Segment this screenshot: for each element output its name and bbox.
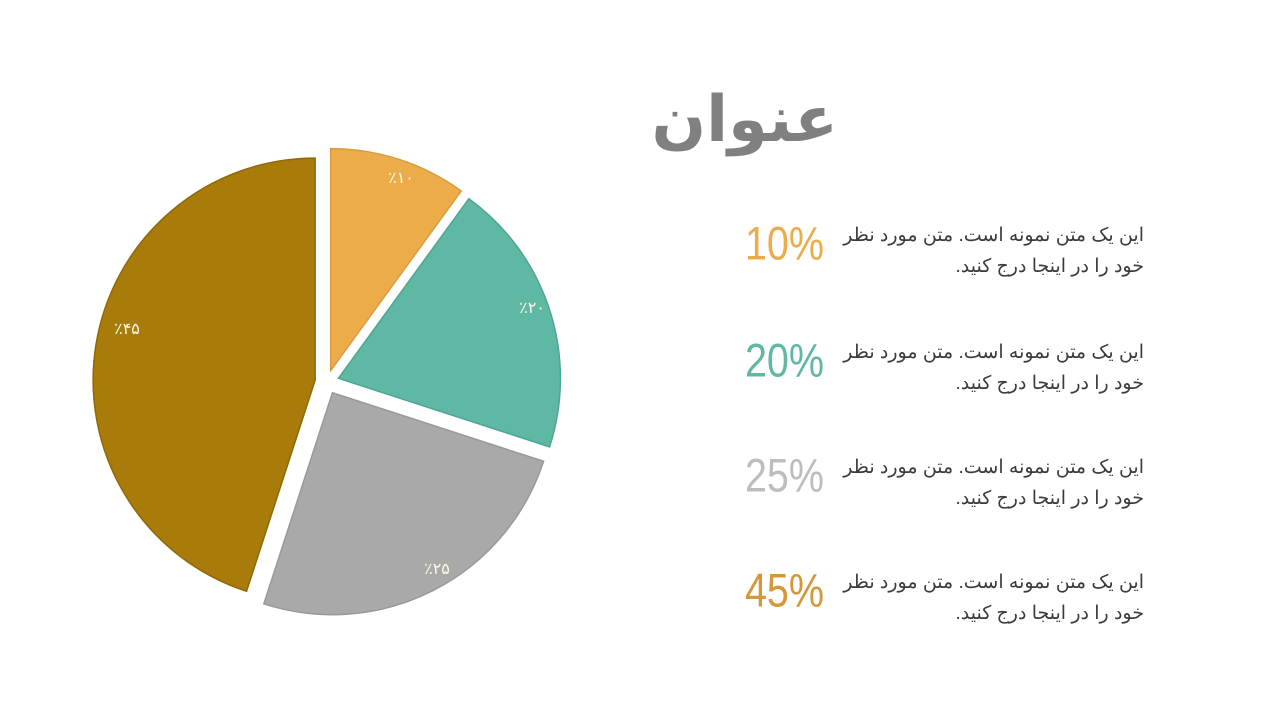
svg-text:٪۲۵: ٪۲۵ (424, 561, 450, 578)
svg-text:٪۴۵: ٪۴۵ (114, 321, 140, 338)
svg-text:٪۱۰: ٪۱۰ (388, 170, 414, 187)
svg-text:٪۲۰: ٪۲۰ (519, 300, 545, 317)
